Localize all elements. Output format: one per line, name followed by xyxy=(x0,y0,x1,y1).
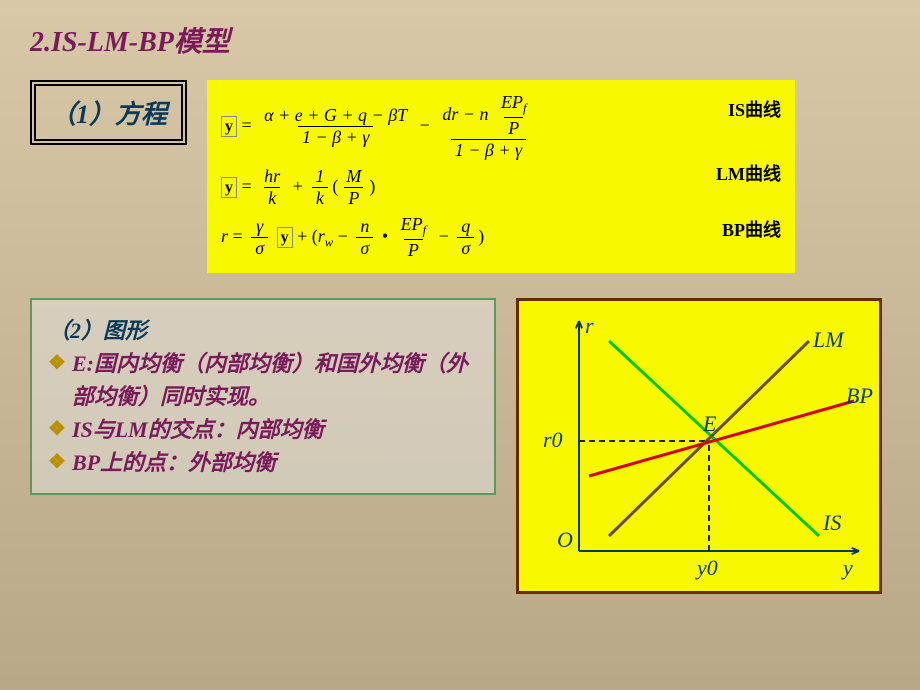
bullet-2-text: IS与LM的交点：内部均衡 xyxy=(72,413,324,446)
eq-is-label: IS曲线 xyxy=(728,100,781,122)
svg-text:O: O xyxy=(557,527,573,552)
slide-title: 2.IS-LM-BP模型 xyxy=(30,20,890,60)
bullet-2: ❖IS与LM的交点：内部均衡 xyxy=(48,413,478,446)
eq-bp: r = γσ y + (rw − nσ • EPfP − qσ) BP曲线 xyxy=(221,214,781,261)
graph-box: r y Or0 y0 E LM BP IS xyxy=(516,298,882,594)
slide: 2.IS-LM-BP模型 （1）方程 y = α + e + G + q − β… xyxy=(0,0,920,614)
eq-bp-expr: r = γσ y + (rw − nσ • EPfP − qσ) xyxy=(221,214,484,261)
svg-text:IS: IS xyxy=(822,510,841,535)
svg-text:r0: r0 xyxy=(543,427,563,452)
eq-is: y = α + e + G + q − βT1 − β + γ − dr − n… xyxy=(221,92,781,162)
is-lm-bp-graph: r y Or0 y0 E LM BP IS xyxy=(519,301,879,591)
svg-text:LM: LM xyxy=(812,327,845,352)
eq-is-expr: y = α + e + G + q − βT1 − β + γ − dr − n… xyxy=(221,92,542,162)
svg-text:r: r xyxy=(585,313,594,338)
svg-text:y: y xyxy=(841,555,853,580)
section1-label: （1）方程 xyxy=(30,80,187,145)
section2-box: （2）图形 ❖E:国内均衡（内部均衡）和国外均衡（外部均衡）同时实现。 ❖IS与… xyxy=(30,298,496,495)
diamond-icon: ❖ xyxy=(48,347,66,379)
bullet-3-text: BP上的点：外部均衡 xyxy=(72,446,276,479)
diamond-icon: ❖ xyxy=(48,446,66,478)
eq-lm-label: LM曲线 xyxy=(716,164,781,186)
equations-row: （1）方程 y = α + e + G + q − βT1 − β + γ − … xyxy=(30,80,890,273)
section2-heading: （2）图形 xyxy=(48,314,478,347)
diamond-icon: ❖ xyxy=(48,413,66,445)
eq-bp-label: BP曲线 xyxy=(722,220,781,242)
bottom-row: （2）图形 ❖E:国内均衡（内部均衡）和国外均衡（外部均衡）同时实现。 ❖IS与… xyxy=(30,298,890,594)
bullet-1-text: E:国内均衡（内部均衡）和国外均衡（外部均衡）同时实现。 xyxy=(72,347,478,413)
eq-lm-expr: y = hrk + 1k(MP) xyxy=(221,166,375,210)
svg-text:y0: y0 xyxy=(695,555,718,580)
svg-text:E: E xyxy=(702,411,717,436)
bullet-3: ❖BP上的点：外部均衡 xyxy=(48,446,478,479)
eq-lm: y = hrk + 1k(MP) LM曲线 xyxy=(221,166,781,210)
equations-box: y = α + e + G + q − βT1 − β + γ − dr − n… xyxy=(207,80,795,273)
bullet-1: ❖E:国内均衡（内部均衡）和国外均衡（外部均衡）同时实现。 xyxy=(48,347,478,413)
svg-text:BP: BP xyxy=(846,383,873,408)
